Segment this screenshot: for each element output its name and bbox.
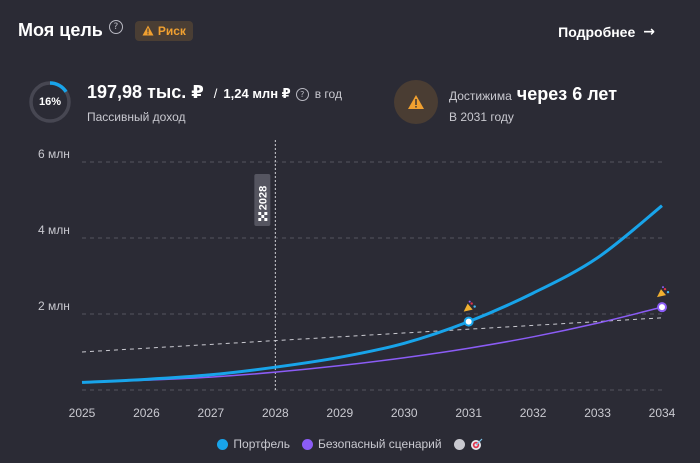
confetti (663, 287, 667, 291)
details-link-label: Подробнее (558, 24, 636, 40)
details-link[interactable]: Подробнее → (558, 24, 655, 40)
goal-trend-line (81, 317, 663, 353)
arrow-right-icon: → (643, 24, 655, 40)
x-tick-label: 2030 (391, 406, 418, 420)
warning-icon (408, 95, 424, 109)
income-period: в год (314, 87, 342, 101)
page-title: Моя цель (18, 20, 103, 40)
x-tick-label: 2029 (326, 406, 353, 420)
progress-ring: 16% (28, 80, 72, 124)
confetti (662, 286, 664, 289)
risk-badge-label: Риск (157, 23, 186, 38)
year-marker-label: 2028 (257, 186, 269, 210)
y-tick-label: 2 млн (38, 299, 70, 313)
y-tick-label: 6 млн (38, 147, 70, 161)
confetti (666, 290, 670, 294)
confetti (468, 300, 471, 303)
flag-cell (258, 218, 262, 221)
help-icon[interactable]: ? (295, 88, 309, 101)
goal-chart[interactable]: 2028 2 млн 4 млн 6 млн 2025 2026 2027 2028 2029… (0, 140, 700, 430)
data-point-marker (463, 316, 474, 327)
flag-cell (264, 215, 268, 218)
x-tick-label: 2031 (455, 406, 482, 420)
income-value: 197,98 тыс. ₽ (87, 82, 204, 102)
x-tick-label: 2032 (520, 406, 547, 420)
legend-item-goal[interactable] (453, 438, 483, 451)
legend-dot (453, 438, 465, 450)
flag-cell (264, 218, 268, 221)
reach-label: Достижима (449, 89, 512, 103)
target-icon (470, 438, 483, 450)
progress-percent: 16% (38, 96, 62, 108)
party-icon (657, 286, 670, 298)
legend-item-portfolio[interactable]: Портфель (217, 437, 290, 451)
y-tick-label: 4 млн (38, 223, 70, 237)
legend-dot (217, 438, 229, 450)
confetti (473, 305, 476, 308)
party-cone (463, 303, 473, 312)
party-cone (657, 289, 666, 298)
flag-icon (258, 212, 268, 221)
reach-summary: Достижима через 6 лет (449, 84, 617, 105)
flag-cell (261, 215, 265, 218)
portfolio-line (81, 204, 663, 384)
x-tick-label: 2028 (262, 406, 289, 420)
flag-cell (261, 212, 265, 215)
income-summary: 197,98 тыс. ₽ /1,24 млн ₽ ? в год (87, 82, 342, 103)
x-tick-label: 2027 (198, 406, 225, 420)
help-icon[interactable]: ? (108, 19, 123, 34)
reach-value: через 6 лет (516, 84, 618, 104)
flag-cell (258, 215, 262, 218)
income-label: Пассивный доход (87, 110, 186, 124)
income-target: /1,24 млн ₽ (213, 86, 291, 101)
flag-cell (258, 212, 262, 215)
warning-circle (394, 80, 438, 124)
x-tick-label: 2026 (133, 406, 160, 420)
header: Моя цель ? Риск (18, 19, 193, 41)
party-icon (463, 300, 476, 312)
data-point-marker (657, 302, 667, 313)
legend-label: Безопасный сценарий (318, 437, 442, 451)
legend-label: Портфель (233, 437, 290, 451)
legend-dot (302, 438, 313, 450)
income-target-value: 1,24 млн ₽ (223, 86, 291, 101)
safe-scenario-line (81, 306, 663, 384)
chart-legend: Портфель Безопасный сценарий (0, 437, 700, 451)
risk-badge[interactable]: Риск (134, 20, 193, 41)
reach-year: В 2031 году (449, 110, 514, 124)
legend-item-safe[interactable]: Безопасный сценарий (302, 437, 442, 451)
warning-icon (142, 25, 154, 36)
x-tick-label: 2025 (69, 406, 96, 420)
confetti (470, 302, 473, 305)
x-tick-label: 2034 (649, 406, 676, 420)
flag-cell (264, 212, 268, 215)
x-tick-label: 2033 (584, 406, 611, 420)
flag-cell (261, 218, 265, 221)
